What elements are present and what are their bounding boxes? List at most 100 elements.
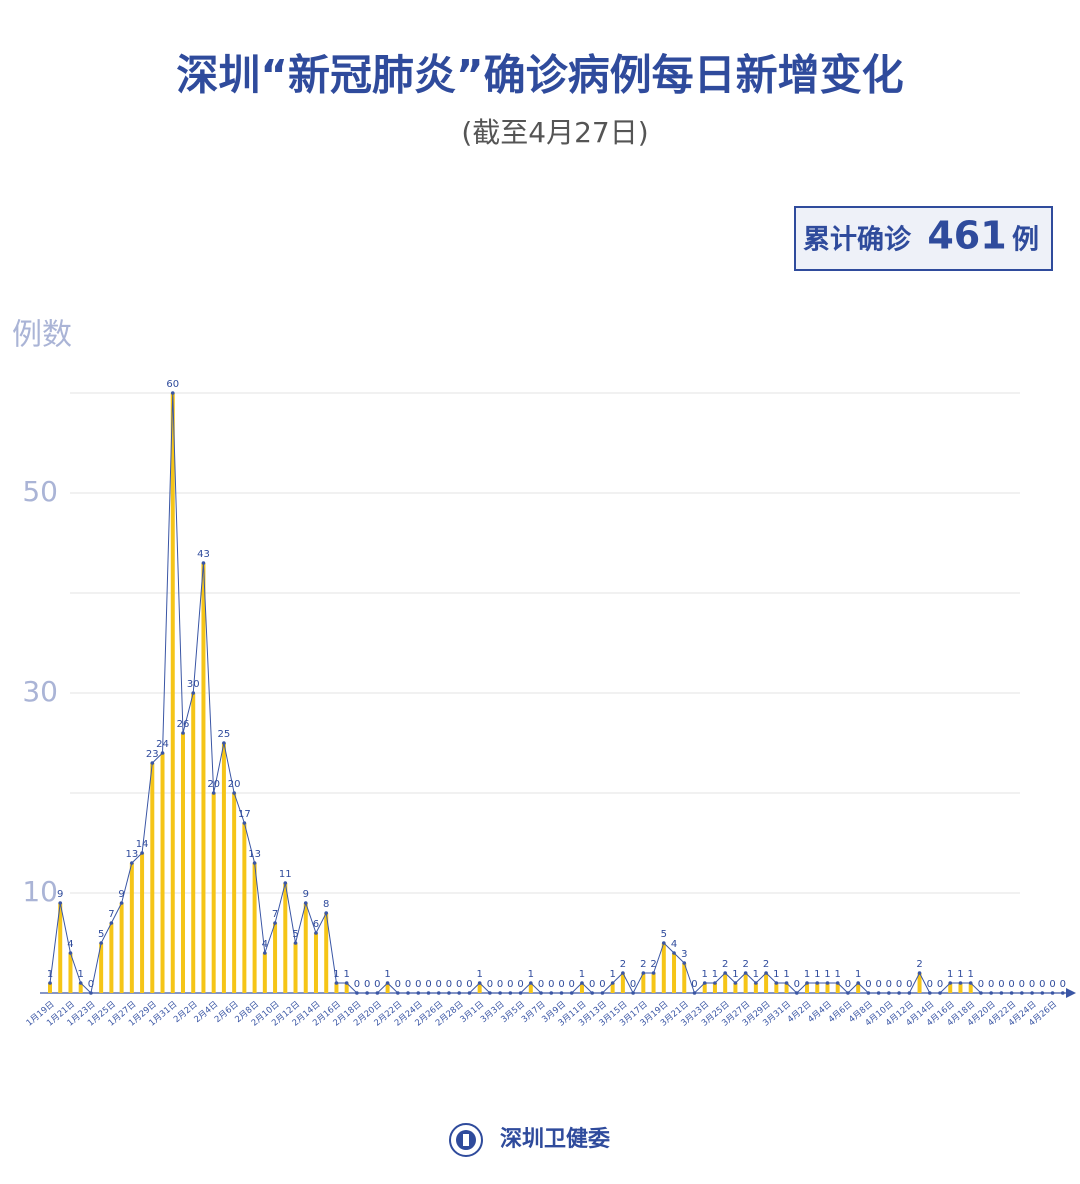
value-label: 1 [528,969,534,980]
point [314,931,318,935]
point [375,991,380,995]
point [651,971,656,975]
bar [958,983,963,993]
point [457,991,462,995]
value-label: 0 [446,979,452,990]
y-tick-label: 30 [22,675,58,708]
value-label: 0 [1060,979,1066,990]
point [662,941,666,945]
point [78,981,83,985]
point [1050,991,1055,995]
bar [774,983,779,993]
value-label: 0 [845,979,851,990]
point [283,881,288,885]
total-prefix: 累计确诊 [803,224,912,256]
value-label: 1 [957,969,963,980]
point [242,821,247,825]
point [529,981,533,985]
point [436,991,441,995]
value-label: 0 [906,979,912,990]
bar [753,983,758,993]
point [334,981,339,985]
value-label: 30 [187,679,200,690]
point [805,981,809,985]
value-label: 4 [262,939,268,950]
point [938,991,942,995]
bar [835,983,840,993]
point [467,991,472,995]
value-label: 2 [722,959,728,970]
value-label: 1 [476,969,482,980]
value-label: 0 [988,979,994,990]
bar [968,983,973,993]
y-axis-label: 例数 [12,318,72,353]
value-label: 9 [303,889,309,900]
value-label: 0 [998,979,1004,990]
bar [712,983,717,993]
bar [58,903,63,993]
bar [682,963,687,993]
point [610,981,615,985]
value-label: 0 [395,979,401,990]
point [416,991,421,995]
point [89,991,93,995]
point [968,981,973,985]
value-label: 0 [978,979,984,990]
value-label: 5 [98,929,104,940]
value-label: 60 [166,379,179,390]
bar [242,823,247,993]
bar [201,563,206,993]
value-label: 3 [681,949,687,960]
value-label: 0 [374,979,380,990]
bar [221,743,226,993]
value-label: 2 [916,959,922,970]
value-label: 1 [384,969,390,980]
point [232,791,236,795]
point [682,961,687,965]
value-label: 1 [702,969,708,980]
bar [672,953,677,993]
value-label: 0 [865,979,871,990]
value-label: 20 [207,779,220,790]
point [160,751,165,755]
point [1040,991,1045,995]
point [447,991,451,995]
bar [805,983,810,993]
bar [651,973,656,993]
value-label: 0 [589,979,595,990]
bar [232,793,237,993]
point [702,981,707,985]
value-label: 7 [108,909,114,920]
value-label: 5 [661,929,667,940]
bar [68,953,73,993]
point [846,991,850,995]
value-label: 6 [313,919,319,930]
value-label: 0 [436,979,442,990]
point [784,981,789,985]
bar [334,983,339,993]
total-suffix: 例 [1012,225,1039,256]
point [170,391,175,395]
y-tick-label: 10 [22,875,58,908]
bar [948,983,953,993]
chart-subtitle: (截至4月27日) [461,116,648,149]
point [150,761,155,765]
point [733,981,738,985]
bar [262,953,267,993]
point [1009,991,1014,995]
point [815,981,820,985]
value-label: 0 [354,979,360,990]
bar [109,923,114,993]
value-label: 14 [136,839,149,850]
line [49,392,1063,995]
bar [313,933,318,993]
point [621,971,625,975]
bar [273,923,278,993]
point [344,981,349,985]
value-label: 5 [292,929,298,940]
value-label: 0 [875,979,881,990]
value-label: 1 [824,969,830,980]
bar [344,983,349,993]
point [569,991,574,995]
value-label: 0 [691,979,697,990]
